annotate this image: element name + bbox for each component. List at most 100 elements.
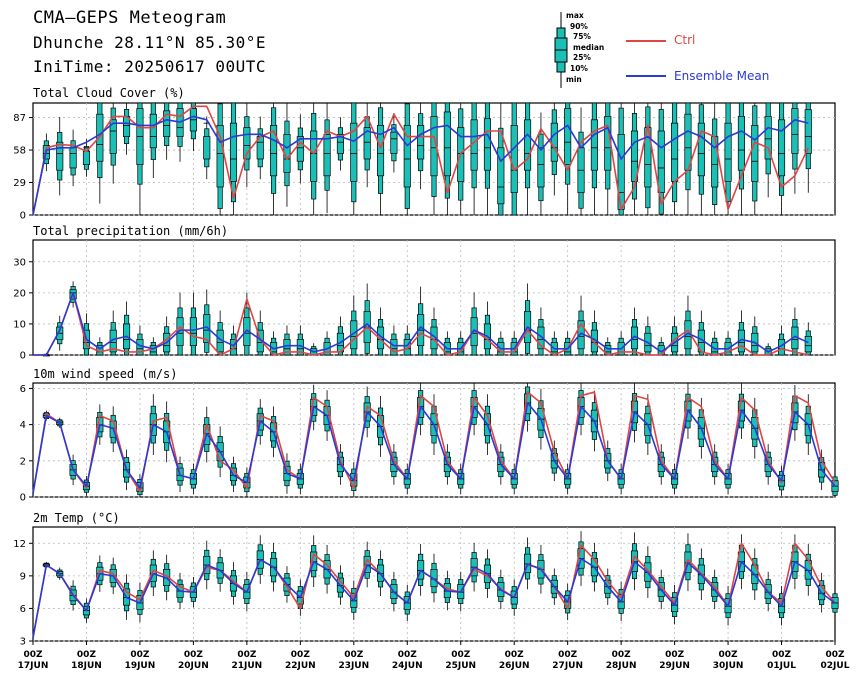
x-tick-label-date: 27JUN <box>552 661 583 671</box>
box-inner <box>550 122 558 162</box>
box-inner <box>417 125 425 160</box>
ensemble-mean-line <box>32 115 809 216</box>
y-tick-label: 0 <box>20 211 26 222</box>
box-inner <box>243 127 251 160</box>
x-tick-label-time: 00Z <box>665 650 685 660</box>
box-inner <box>483 118 492 171</box>
x-tick-label-date: 19JUN <box>125 661 156 671</box>
x-tick-label-date: 25JUN <box>445 661 476 671</box>
x-tick-label-time: 00Z <box>237 650 257 660</box>
y-tick-label: 2 <box>20 456 26 467</box>
panel-title: Total precipitation (mm/6h) <box>33 224 228 238</box>
y-tick-label: 9 <box>20 571 26 582</box>
ctrl-line <box>32 105 809 216</box>
box-inner <box>657 130 665 193</box>
box-inner <box>270 125 278 177</box>
box-inner <box>791 108 799 154</box>
chart-title: CMA—GEPS Meteogram <box>33 8 227 28</box>
box-inner <box>537 326 545 350</box>
box-inner <box>176 317 184 347</box>
box-inner <box>524 119 532 171</box>
panel-1: Total Cloud Cover (%) 0 29 58 87 <box>13 86 836 222</box>
box-inner <box>229 122 238 182</box>
y-tick-label: 6 <box>20 604 26 615</box>
box-inner <box>56 141 64 171</box>
box-inner <box>804 336 812 353</box>
box-inner <box>203 136 211 160</box>
x-tick-label-date: 01JUL <box>767 661 796 671</box>
box-inner <box>804 109 812 154</box>
y-tick-label: 20 <box>13 288 26 299</box>
x-tick-label-time: 00Z <box>772 650 792 660</box>
x-tick-label-time: 00Z <box>719 650 739 660</box>
box-inner <box>189 317 197 347</box>
location-label: Dhunche 28.11°N 85.30°E <box>33 33 267 52</box>
box-inner <box>390 339 398 356</box>
x-tick-label-time: 00Z <box>505 650 525 660</box>
ctrl-line <box>33 292 809 356</box>
box-inner <box>216 125 224 188</box>
box-inner <box>390 131 398 154</box>
x-tick-label-time: 00Z <box>77 650 97 660</box>
box-inner <box>751 125 759 182</box>
legend-max-label: max <box>566 11 584 20</box>
x-tick-label-date: 18JUN <box>71 661 102 671</box>
box-inner <box>737 116 745 171</box>
legend-min-label: min <box>566 75 582 84</box>
box-inner <box>510 125 518 193</box>
box-inner <box>443 111 451 177</box>
x-tick-label-date: 29JUN <box>659 661 690 671</box>
box-inner <box>630 130 639 182</box>
panel-title: 10m wind speed (m/s) <box>33 367 178 381</box>
box-inner <box>671 122 679 182</box>
box-inner <box>363 127 371 160</box>
box-inner <box>590 119 598 171</box>
y-tick-label: 0 <box>20 493 26 504</box>
box-inner <box>350 122 358 182</box>
x-tick-label-time: 00Z <box>451 650 471 660</box>
legend-ctrl-label: Ctrl <box>674 33 696 47</box>
x-tick-label-date: 21JUN <box>232 661 263 671</box>
box-inner <box>310 130 318 182</box>
legend-graphics <box>554 12 666 88</box>
legend-median-label: median <box>573 43 605 52</box>
legend-mean-label: Ensemble Mean <box>674 69 770 83</box>
y-tick-label: 87 <box>13 113 26 124</box>
box-inner <box>403 339 411 356</box>
x-tick-label-time: 00Z <box>184 650 204 660</box>
x-tick-label-date: 22JUN <box>285 661 316 671</box>
legend-p25-label: 25% <box>573 53 591 62</box>
ensemble-mean-line <box>32 402 836 494</box>
ensemble-mean-line <box>33 292 809 356</box>
legend-p90-label: 90% <box>570 22 588 31</box>
box-inner <box>123 116 131 137</box>
y-tick-label: 12 <box>13 539 26 550</box>
box-inner <box>724 122 732 182</box>
y-tick-label: 58 <box>13 146 26 157</box>
box-inner <box>430 116 438 177</box>
legend-p10-label: 10% <box>570 64 588 73</box>
box-inner <box>149 113 157 149</box>
y-tick-label: 6 <box>20 384 26 395</box>
box-inner <box>764 116 772 160</box>
panel-2: Total precipitation (mm/6h) 0 10 20 30 <box>13 224 836 362</box>
x-tick-label-date: 28JUN <box>606 661 637 671</box>
x-tick-label-time: 00Z <box>291 650 311 660</box>
x-tick-label-date: 17JUN <box>18 661 49 671</box>
x-axis: 00Z17JUN00Z18JUN00Z19JUN00Z20JUN00Z21JUN… <box>18 641 850 671</box>
box-inner <box>537 147 545 188</box>
panel-title: Total Cloud Cover (%) <box>33 86 185 100</box>
y-tick-label: 10 <box>13 319 26 330</box>
y-tick-label: 30 <box>13 257 26 268</box>
box-inner <box>296 136 304 162</box>
x-tick-label-time: 00Z <box>23 650 43 660</box>
panel-3: 10m wind speed (m/s) 0 2 4 6 <box>20 367 839 504</box>
box-inner <box>697 122 705 177</box>
y-tick-label: 3 <box>20 637 26 648</box>
box-inner <box>430 568 438 588</box>
box-inner <box>323 134 331 177</box>
x-tick-label-date: 26JUN <box>499 661 530 671</box>
box-inner <box>336 134 344 154</box>
box-inner <box>711 136 719 188</box>
